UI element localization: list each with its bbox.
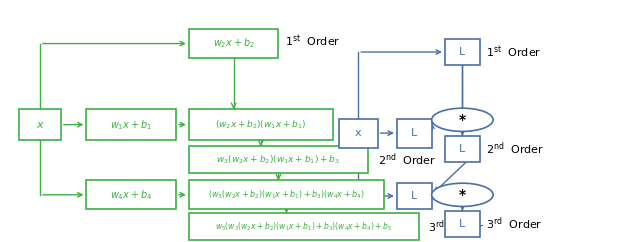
Text: $3^{\rm rd}$  Order: $3^{\rm rd}$ Order [428, 218, 484, 234]
FancyBboxPatch shape [189, 213, 419, 240]
Text: $w_5(w_3(w_2x+b_2)(w_1x+b_1)+b_3)(w_4x+b_4)+b_5$: $w_5(w_3(w_2x+b_2)(w_1x+b_1)+b_3)(w_4x+b… [216, 220, 392, 233]
Text: $(w_3(w_2x+b_2)(w_1x+b_1)+b_3)(w_4x+b_4)$: $(w_3(w_2x+b_2)(w_1x+b_1)+b_3)(w_4x+b_4)… [208, 189, 365, 201]
Circle shape [432, 108, 493, 131]
FancyBboxPatch shape [86, 180, 176, 209]
FancyBboxPatch shape [189, 109, 333, 140]
Text: $2^{\rm nd}$  Order: $2^{\rm nd}$ Order [378, 151, 436, 168]
FancyBboxPatch shape [86, 109, 176, 140]
Text: $x$: $x$ [36, 120, 44, 130]
Text: $1^{\rm st}$  Order: $1^{\rm st}$ Order [285, 33, 340, 49]
Text: *: * [459, 188, 466, 202]
Text: x: x [355, 128, 362, 138]
Text: *: * [459, 113, 466, 127]
FancyBboxPatch shape [19, 109, 61, 140]
FancyBboxPatch shape [189, 146, 368, 173]
FancyBboxPatch shape [445, 136, 480, 162]
FancyBboxPatch shape [445, 211, 480, 237]
Text: $3^{\rm rd}$  Order: $3^{\rm rd}$ Order [486, 216, 543, 232]
FancyBboxPatch shape [339, 119, 378, 148]
Text: $w_3(w_2x+b_2)(w_1x+b_1)+b_3$: $w_3(w_2x+b_2)(w_1x+b_1)+b_3$ [216, 153, 340, 166]
FancyBboxPatch shape [189, 180, 384, 209]
Text: L: L [412, 191, 417, 201]
Text: $w_1x+b_1$: $w_1x+b_1$ [110, 118, 152, 132]
Text: L: L [460, 219, 465, 229]
Text: L: L [412, 128, 417, 138]
Text: $(w_2x+b_2)(w_1x+b_1)$: $(w_2x+b_2)(w_1x+b_1)$ [215, 118, 307, 131]
Text: $2^{\rm nd}$  Order: $2^{\rm nd}$ Order [486, 141, 545, 157]
Text: $1^{\rm st}$  Order: $1^{\rm st}$ Order [486, 44, 542, 60]
FancyBboxPatch shape [397, 183, 432, 209]
FancyBboxPatch shape [189, 29, 278, 58]
Circle shape [432, 183, 493, 206]
Text: $w_2x+b_2$: $w_2x+b_2$ [212, 37, 255, 51]
Text: L: L [460, 144, 465, 154]
FancyBboxPatch shape [445, 39, 480, 65]
Text: $w_4x+b_4$: $w_4x+b_4$ [110, 188, 152, 202]
FancyBboxPatch shape [397, 119, 432, 148]
Text: L: L [460, 47, 465, 57]
